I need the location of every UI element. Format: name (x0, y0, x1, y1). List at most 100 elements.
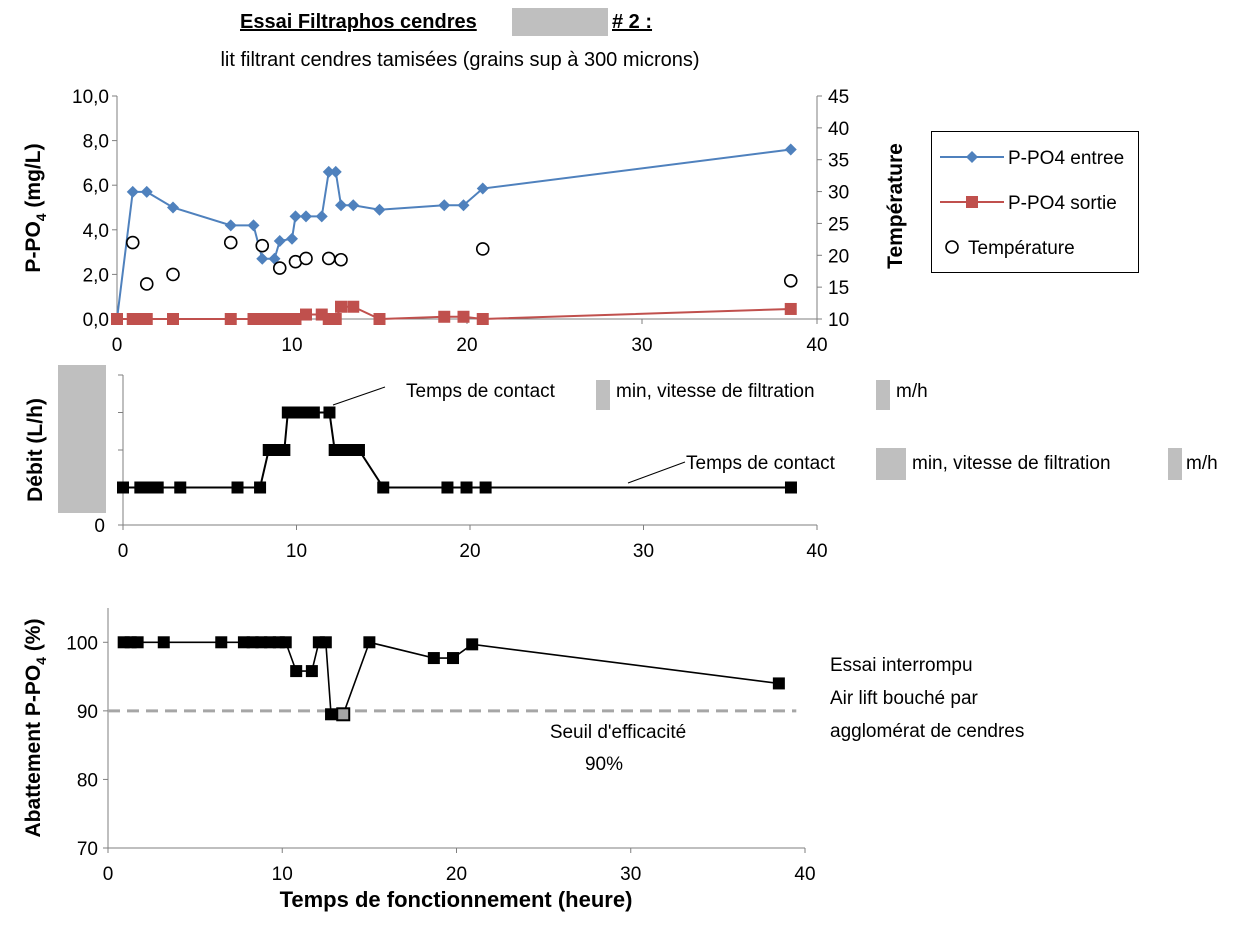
y2-tick-label: 25 (828, 214, 849, 235)
series-line-sortie (117, 305, 791, 321)
y-tick-label: 0 (94, 516, 105, 537)
point-debit (460, 481, 473, 494)
y2-tick-label: 20 (828, 246, 849, 267)
point-sortie (438, 310, 451, 323)
annotation-1-a: Temps de contact (406, 381, 556, 402)
legend-entree-marker-icon (940, 151, 1004, 163)
point-temperature (255, 238, 270, 253)
title-redaction (512, 8, 608, 36)
point-entree (256, 252, 269, 265)
note-line-2: Air lift bouché par (830, 688, 979, 709)
x-tick-label: 20 (456, 335, 477, 356)
annotation-leader-1 (332, 386, 386, 406)
point-debit (278, 444, 291, 456)
annotation-2-redaction-b (1168, 448, 1182, 480)
point-sortie (167, 313, 179, 325)
annotation-leader-2 (627, 461, 686, 484)
chart-subtitle: lit filtrant cendres tamisées (grains su… (220, 49, 699, 71)
point-sortie (335, 300, 347, 313)
concentration-panel: 0,0 2,0 4,0 6,0 8,0 10,0 10 15 20 25 30 35 40 45 0 10… (22, 87, 907, 356)
point-abattement (466, 638, 479, 651)
point-abattement (157, 636, 170, 649)
point-sortie (111, 313, 123, 325)
annotation-1-redaction-a (596, 380, 610, 410)
point-temperature (272, 261, 287, 275)
y-tick-label: 100 (66, 633, 98, 654)
point-sortie (224, 313, 237, 325)
x-tick-label: 30 (631, 335, 652, 356)
point-entree (476, 182, 489, 195)
point-entree (289, 210, 302, 223)
annotation-1-b: min, vitesse de filtration (616, 381, 815, 402)
legend-item-sortie: P-PO4 sortie (932, 187, 1138, 217)
point-debit (479, 481, 492, 494)
x-tick-label: 0 (118, 541, 129, 562)
y2-tick-label: 15 (828, 278, 849, 299)
y-tick-label: 0,0 (83, 310, 109, 331)
point-debit (441, 481, 454, 494)
point-abattement (279, 636, 292, 649)
point-temperature (334, 252, 348, 267)
point-abattement (131, 636, 144, 649)
point-sortie (289, 313, 302, 325)
y-tick-label: 70 (77, 839, 98, 860)
point-abattement (325, 708, 338, 721)
point-entree (347, 199, 360, 212)
y-axis-label-concentration: P-PO4 (mg/L) (22, 143, 49, 272)
point-temperature (223, 235, 238, 250)
annotation-2-b: min, vitesse de filtration (912, 453, 1111, 474)
x-tick-label: 10 (286, 541, 307, 562)
legend-temperature-marker-icon (945, 240, 959, 254)
point-entree (140, 185, 153, 198)
series-line-debit (123, 411, 791, 489)
x-tick-label: 20 (459, 541, 480, 562)
point-sortie (373, 313, 386, 325)
annotation-2-redaction-a (876, 448, 906, 480)
series-line-abattement (123, 641, 779, 716)
legend-label-temperature: Température (968, 238, 1075, 259)
x-tick-label: 40 (806, 335, 827, 356)
point-temperature (166, 267, 180, 282)
annotation-2-c: m/h (1186, 453, 1218, 474)
point-temperature (321, 251, 336, 266)
point-sortie (140, 313, 153, 325)
point-abattement (447, 652, 460, 665)
chart-title: Essai Filtraphos cendres (240, 11, 477, 33)
point-abattement (319, 636, 332, 649)
x-tick-label: 0 (112, 335, 123, 356)
point-sortie (329, 313, 342, 325)
threshold-label-2: 90% (585, 754, 623, 775)
point-entree (784, 143, 797, 156)
y-tick-label: 90 (77, 702, 98, 723)
point-temperature (139, 277, 154, 291)
point-entree (373, 203, 386, 216)
x-tick-label: 40 (794, 864, 815, 885)
note-line-1: Essai interrompu (830, 655, 973, 676)
threshold-label-1: Seuil d'efficacité (550, 722, 686, 743)
debit-panel: 0 0 10 20 30 40 Débit (L/h) Temps de contact… (24, 365, 1218, 562)
legend-label-entree: P-PO4 entree (1008, 148, 1125, 169)
point-temperature (125, 235, 140, 250)
point-abattement (363, 636, 376, 649)
abattement-panel: 70 80 90 100 0 10 20 30 40 Abattement P-PO4 (%)… (22, 608, 1024, 912)
point-sortie (457, 310, 470, 323)
chart-title-number: # 2 : (612, 11, 652, 33)
point-entree (126, 185, 139, 198)
point-entree (273, 234, 286, 247)
x-tick-label: 10 (281, 335, 302, 356)
point-sortie (347, 300, 360, 313)
legend-label-sortie: P-PO4 sortie (1008, 193, 1117, 214)
legend-item-entree: P-PO4 entree (932, 142, 1138, 172)
annotation-2-a: Temps de contact (686, 453, 836, 474)
y2-tick-label: 10 (828, 310, 849, 331)
point-debit (231, 481, 244, 494)
point-entree (247, 219, 260, 232)
y2-axis-label-temperature: Température (884, 143, 907, 269)
y-tick-label: 2,0 (83, 265, 109, 286)
point-debit (352, 444, 365, 456)
point-abattement (427, 652, 440, 665)
x-tick-label: 30 (633, 541, 654, 562)
point-entree (335, 199, 347, 212)
legend-item-temperature: Température (932, 232, 1138, 262)
y-axis-label-abattement: Abattement P-PO4 (%) (22, 619, 49, 838)
